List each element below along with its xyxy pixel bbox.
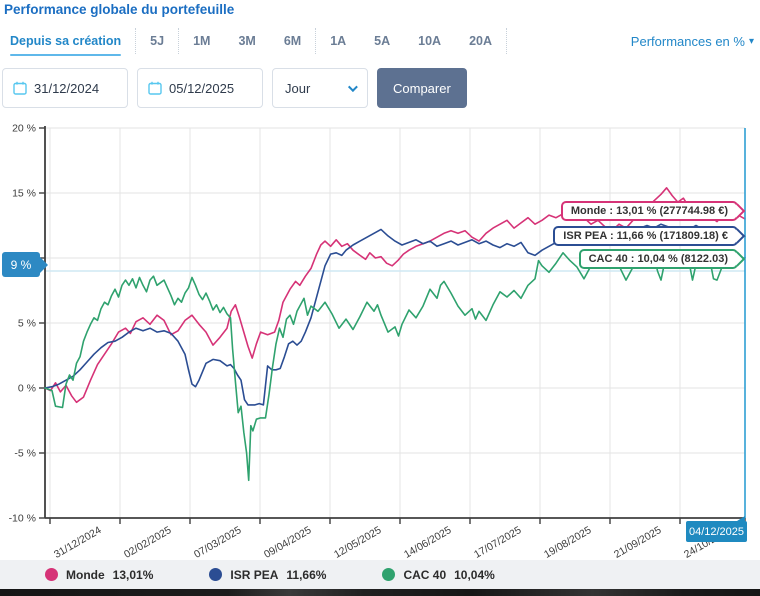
tab-separator xyxy=(135,28,137,54)
x-axis-current-date-badge: 04/12/2025 xyxy=(686,516,747,542)
legend-label: ISR PEA xyxy=(230,567,279,582)
legend-label: CAC 40 xyxy=(403,567,447,582)
tooltip-isr-pea: ISR PEA : 11,66 % (171809.18) € xyxy=(553,226,738,246)
start-date-input[interactable]: 31/12/2024 xyxy=(2,68,128,108)
svg-text:21/09/2025: 21/09/2025 xyxy=(612,524,664,561)
legend-value: 10,04% xyxy=(454,567,495,582)
svg-text:17/07/2025: 17/07/2025 xyxy=(472,524,524,561)
tab-20a[interactable]: 20A xyxy=(469,34,493,48)
svg-text:20 %: 20 % xyxy=(12,123,36,135)
end-date-value: 05/12/2025 xyxy=(169,80,235,96)
legend-item-isr-pea[interactable]: ISR PEA 11,66% xyxy=(209,568,326,582)
chevron-down-icon: ▾ xyxy=(748,35,754,47)
svg-text:12/05/2025: 12/05/2025 xyxy=(332,524,384,561)
tab-1m[interactable]: 1M xyxy=(193,34,211,48)
legend-value: 13,01% xyxy=(112,567,154,582)
chevron-down-icon xyxy=(347,81,358,92)
svg-text:-10 %: -10 % xyxy=(9,513,36,525)
svg-text:14/06/2025: 14/06/2025 xyxy=(402,524,454,561)
page-title: Performance globale du portefeuille xyxy=(4,2,235,17)
performance-unit-label: Performances en % xyxy=(630,33,745,49)
performance-chart: 20 %15 %10 %5 %0 %-5 %-10 %31/12/202402/… xyxy=(0,120,760,561)
legend-label: Monde xyxy=(66,567,105,582)
y-axis-hover-badge: 9 % xyxy=(2,252,40,277)
legend-dot-isr-pea xyxy=(209,568,223,581)
svg-text:19/08/2025: 19/08/2025 xyxy=(542,524,594,561)
period-tabbar: Depuis sa création 5J 1M 3M 6M 1A 5A 10A… xyxy=(4,24,756,58)
legend-item-cac-40[interactable]: CAC 40 10,04% xyxy=(382,567,495,582)
compare-button[interactable]: Comparer xyxy=(377,68,467,108)
tab-10a[interactable]: 10A xyxy=(418,34,442,48)
svg-text:15 %: 15 % xyxy=(12,188,36,200)
svg-text:0 %: 0 % xyxy=(18,383,36,395)
legend-item-monde[interactable]: Monde 13,01% xyxy=(45,568,153,582)
chart-legend: Monde 13,01% ISR PEA 11,66% CAC 40 10,04… xyxy=(0,560,760,589)
svg-text:02/02/2025: 02/02/2025 xyxy=(122,524,174,561)
svg-text:-5 %: -5 % xyxy=(14,448,36,460)
tab-5j[interactable]: 5J xyxy=(150,34,165,48)
tab-3m[interactable]: 3M xyxy=(238,34,256,48)
legend-value: 11,66% xyxy=(286,567,327,582)
tab-separator xyxy=(315,28,317,54)
start-date-value: 31/12/2024 xyxy=(34,80,100,96)
tab-6m[interactable]: 6M xyxy=(283,34,302,48)
svg-text:07/03/2025: 07/03/2025 xyxy=(192,524,244,561)
svg-text:5 %: 5 % xyxy=(18,318,36,330)
svg-text:31/12/2024: 31/12/2024 xyxy=(52,524,104,561)
legend-dot-cac-40 xyxy=(382,568,396,581)
calendar-icon xyxy=(148,81,162,95)
tab-1a[interactable]: 1A xyxy=(330,34,347,48)
tab-separator xyxy=(506,28,508,54)
tab-separator xyxy=(178,28,180,54)
tab-5a[interactable]: 5A xyxy=(374,34,391,48)
interval-select[interactable]: Jour xyxy=(272,68,368,108)
tooltip-cac-40: CAC 40 : 10,04 % (8122.03) xyxy=(578,249,738,269)
tooltip-monde: Monde : 13,01 % (277744.98 €) xyxy=(560,201,738,221)
tab-depuis-sa-creation[interactable]: Depuis sa création xyxy=(10,28,122,56)
chart-plot-area[interactable]: 20 %15 %10 %5 %0 %-5 %-10 %31/12/202402/… xyxy=(0,120,760,561)
legend-dot-monde xyxy=(45,568,58,581)
interval-value: Jour xyxy=(285,80,311,96)
performance-unit-select[interactable]: Performances en % ▾ xyxy=(631,34,756,49)
next-section-edge xyxy=(0,589,760,596)
end-date-input[interactable]: 05/12/2025 xyxy=(137,68,263,108)
calendar-icon xyxy=(13,81,27,95)
date-range-controls: 31/12/2024 05/12/2025 Jour Comparer xyxy=(2,68,467,108)
svg-text:09/04/2025: 09/04/2025 xyxy=(262,524,314,561)
